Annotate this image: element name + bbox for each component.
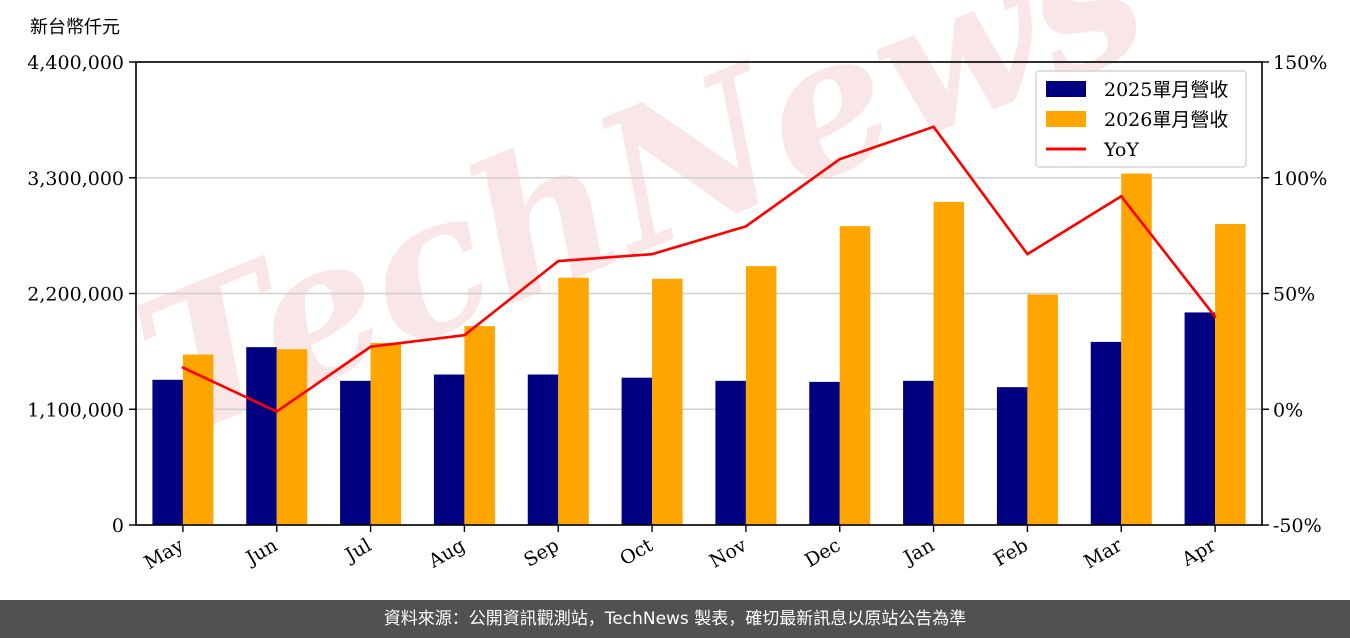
x-tick-label: Aug [424,534,469,573]
bar-group-1 [152,312,1216,525]
bar [433,374,465,525]
legend-label: 2026單月營收 [1104,109,1228,131]
x-tick-label: Jan [898,534,938,570]
legend-item: YoY [1046,139,1139,161]
bar [933,201,965,525]
bar [652,278,683,525]
yoy-point [1213,315,1217,318]
bar [246,347,277,525]
x-tick-label: May [140,534,187,574]
yoy-point [181,366,185,369]
legend-label: 2025單月營收 [1104,79,1228,101]
bar [621,377,653,525]
x-tick-label: Mar [1080,534,1126,573]
x-tick-label: Dec [801,534,844,572]
legend-swatch [1046,111,1086,127]
bar [1215,224,1246,526]
unit-label: 新台幣仟元 [30,17,120,38]
bar [152,379,183,525]
yoy-point [744,225,748,228]
yoy-line-series [181,125,1217,413]
legend-label: YoY [1103,139,1139,161]
bar [558,277,589,525]
bar [464,326,495,525]
bar [340,380,371,525]
y-left-tick-label: 3,300,000 [27,168,124,190]
bar [1121,173,1152,526]
yoy-point [463,333,466,337]
bar [715,380,746,525]
yoy-line [182,125,1217,413]
x-tick-label: Oct [616,534,657,570]
yoy-point [275,410,279,413]
x-tick-label: Feb [990,534,1032,571]
bar [809,381,840,525]
yoy-point [369,345,372,349]
yoy-point [1026,252,1029,256]
x-tick-label: Jun [241,534,282,570]
y-right-tick-label: -50% [1273,515,1322,537]
bar [370,342,402,525]
y-right-tick-label: 0% [1273,399,1303,421]
bar-series [152,173,1246,526]
y-left-tick-label: 1,100,000 [27,399,124,421]
bar [1027,294,1058,525]
yoy-point [932,125,935,129]
footer-source-note: 資料來源：公開資訊觀測站，TechNews 製表，確切最新訊息以原站公告為準 [0,600,1350,638]
bar [996,387,1028,525]
y-left-tick-label: 2,200,000 [27,284,124,306]
legend-item: 2026單月營收 [1046,109,1228,131]
yoy-point [1119,194,1123,198]
legend-box [1035,70,1247,168]
y-right-tick-label: 100% [1273,168,1327,190]
bar [1090,341,1122,525]
y-right-tick-label: 50% [1273,284,1315,306]
yoy-point [838,157,842,161]
x-tick-label: Jul [340,534,375,567]
x-tick-label: Apr [1177,534,1220,571]
revenue-chart: TechNews 01,100,0002,200,0003,300,0004,4… [27,0,1327,574]
x-tick-label: Nov [706,534,751,573]
legend-swatch [1046,81,1086,97]
y-left-tick-label: 4,400,000 [27,52,124,74]
bar [903,380,934,525]
bar [839,226,871,525]
bar [276,349,308,525]
yoy-point [650,252,654,256]
bar [182,354,214,525]
bar [1184,312,1216,525]
legend-item: 2025單月營收 [1046,79,1228,101]
y-right-tick-label: 150% [1273,52,1327,74]
yoy-point [556,259,560,263]
bar [527,374,559,525]
x-tick-label: Sep [520,534,563,571]
y-left-tick-label: 0 [112,515,124,537]
legend: 2025單月營收 2026單月營收 YoY [1035,70,1247,168]
bar [745,266,777,525]
bar-group-2 [182,173,1246,526]
